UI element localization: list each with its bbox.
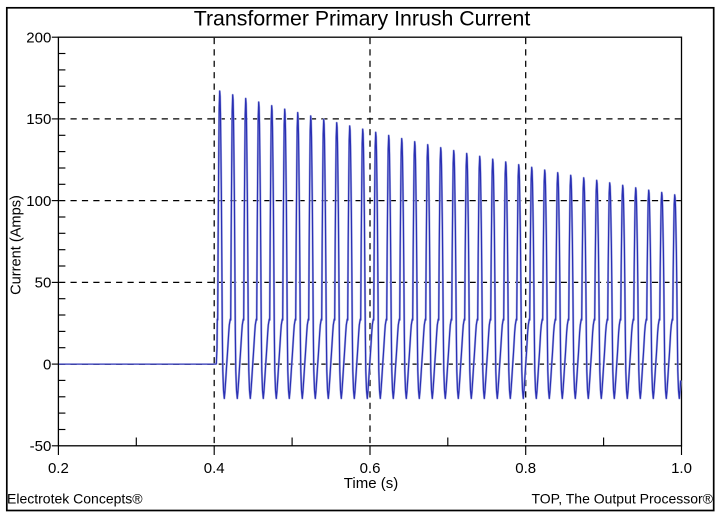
svg-text:TOP, The Output Processor®: TOP, The Output Processor®	[531, 490, 713, 506]
svg-text:0.6: 0.6	[360, 460, 381, 477]
svg-text:0.4: 0.4	[204, 460, 225, 477]
svg-text:Time (s): Time (s)	[344, 475, 398, 492]
svg-text:0: 0	[43, 356, 51, 373]
svg-text:Transformer Primary Inrush Cur: Transformer Primary Inrush Current	[194, 7, 531, 31]
svg-text:0.8: 0.8	[515, 460, 536, 477]
svg-text:0.2: 0.2	[48, 460, 69, 477]
svg-text:50: 50	[35, 275, 52, 292]
svg-text:Electrotek Concepts®: Electrotek Concepts®	[7, 491, 143, 507]
svg-text:150: 150	[26, 111, 51, 128]
svg-text:100: 100	[26, 193, 51, 210]
svg-text:200: 200	[26, 29, 51, 46]
svg-text:-50: -50	[30, 438, 52, 455]
svg-text:Current (Amps): Current (Amps)	[9, 195, 25, 295]
svg-text:1.0: 1.0	[671, 460, 692, 477]
